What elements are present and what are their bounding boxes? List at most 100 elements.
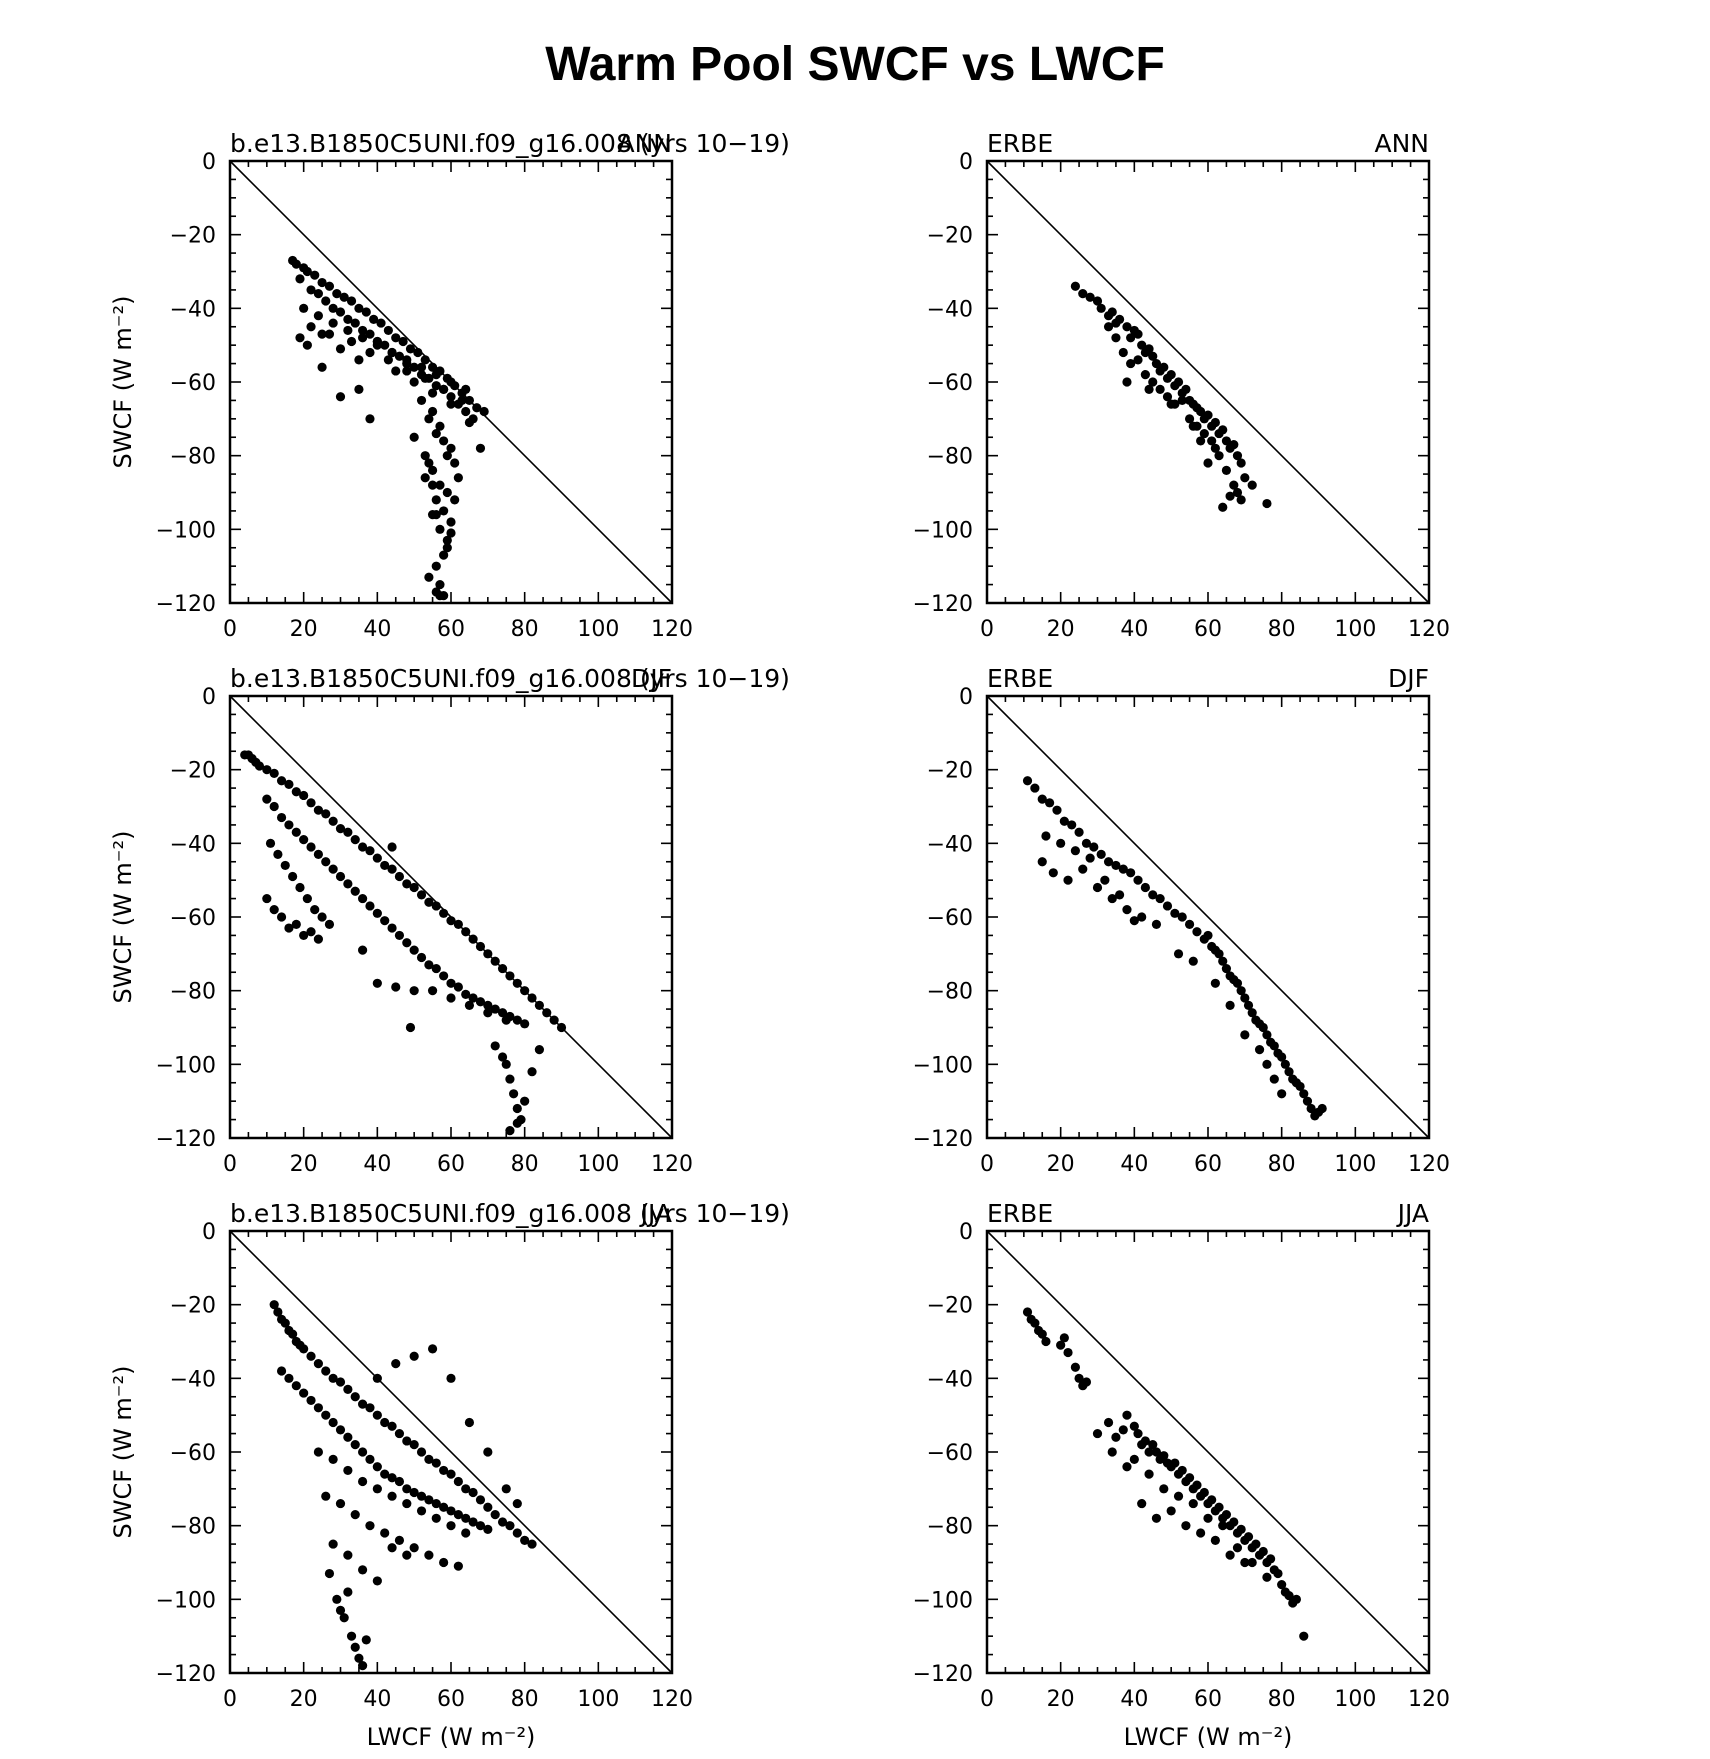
data-point	[1199, 428, 1209, 439]
y-tick-label: −40	[170, 297, 216, 322]
data-point	[416, 890, 427, 900]
y-tick-label: 0	[959, 1220, 973, 1245]
data-point	[461, 384, 471, 394]
data-point	[313, 1447, 323, 1457]
x-tick-label: 100	[577, 617, 619, 642]
data-point	[1041, 831, 1051, 841]
y-tick-label: −40	[927, 1367, 973, 1392]
data-point	[343, 827, 353, 837]
data-point	[1210, 978, 1220, 988]
x-tick-label: 120	[1408, 617, 1450, 642]
data-point	[372, 1576, 382, 1586]
panel-right-label: JJA	[639, 1199, 672, 1228]
data-point	[332, 289, 342, 299]
x-tick-label: 40	[1120, 617, 1148, 642]
data-point	[306, 1395, 316, 1406]
data-point	[1181, 384, 1191, 394]
data-point	[335, 392, 346, 402]
data-point	[409, 882, 419, 893]
data-point	[358, 1399, 368, 1409]
data-point	[464, 1417, 475, 1428]
data-point	[1122, 1410, 1132, 1420]
data-point	[372, 1410, 382, 1420]
data-point	[1240, 1557, 1250, 1568]
data-point	[446, 517, 456, 527]
data-point	[497, 1517, 508, 1527]
data-point	[265, 838, 276, 848]
y-tick-label: −120	[156, 1127, 216, 1152]
data-point	[468, 934, 478, 944]
data-point	[1111, 333, 1121, 343]
data-point	[1277, 1052, 1287, 1062]
axis-ticks	[229, 160, 673, 604]
y-tick-label: −60	[927, 1441, 973, 1466]
data-point	[490, 1041, 500, 1051]
data-point	[534, 1000, 545, 1011]
data-point	[302, 266, 312, 277]
data-point	[328, 1454, 338, 1464]
data-point	[1155, 384, 1165, 394]
y-tick-label: −60	[927, 906, 973, 931]
data-point	[1243, 1000, 1254, 1011]
data-point	[1129, 916, 1139, 926]
data-point	[416, 395, 427, 406]
data-point	[394, 1476, 405, 1487]
data-point	[1037, 857, 1047, 867]
data-point	[324, 919, 335, 929]
data-point	[394, 871, 405, 882]
y-tick-label: −100	[156, 1053, 216, 1078]
y-tick-label: −120	[156, 592, 216, 617]
y-axis-label: SWCF (W m⁻²)	[109, 831, 137, 1004]
data-point	[332, 1594, 342, 1604]
data-point	[1056, 1340, 1066, 1350]
data-point	[505, 971, 515, 981]
data-point	[512, 978, 522, 988]
x-tick-label: 60	[1194, 1687, 1222, 1712]
data-point	[1295, 1081, 1305, 1092]
y-tick-label: −80	[927, 445, 973, 470]
x-tick-label: 80	[511, 1152, 539, 1177]
data-point	[420, 473, 430, 483]
panel-left-label: ERBE	[987, 129, 1053, 158]
data-point	[453, 1561, 463, 1571]
data-point	[302, 893, 312, 904]
x-tick-label: 40	[363, 1687, 391, 1712]
data-point	[431, 509, 441, 520]
data-point	[380, 1469, 390, 1479]
panel-left-label: b.e13.B1850C5UNI.f09_g16.008 (yrs 10−19)	[230, 664, 790, 693]
data-point	[299, 303, 309, 313]
data-point	[483, 1524, 493, 1534]
data-point	[475, 443, 486, 453]
data-point	[350, 1510, 360, 1520]
data-point	[1159, 362, 1169, 372]
data-point	[380, 860, 390, 871]
data-point	[1045, 798, 1055, 808]
data-point	[1048, 868, 1058, 878]
data-point	[1103, 857, 1114, 867]
data-point	[365, 1403, 375, 1413]
data-point	[383, 355, 393, 365]
data-point	[442, 451, 452, 461]
data-point	[534, 1045, 545, 1055]
data-point	[1126, 358, 1136, 369]
data-point	[1221, 436, 1232, 446]
panel-right-label: ANN	[617, 129, 672, 158]
data-point	[1074, 827, 1084, 837]
data-point	[1207, 1495, 1217, 1505]
data-point	[420, 355, 430, 365]
data-point	[402, 938, 412, 948]
data-point	[446, 1469, 456, 1479]
data-point	[1078, 864, 1088, 874]
y-tick-label: −120	[913, 1662, 973, 1687]
data-point	[1037, 794, 1047, 804]
data-point	[453, 473, 463, 483]
data-point	[1240, 1030, 1250, 1040]
data-point	[413, 347, 423, 358]
x-tick-label: 0	[980, 617, 994, 642]
data-point	[483, 1502, 493, 1512]
data-point	[424, 414, 434, 424]
data-point	[324, 281, 335, 291]
x-tick-label: 80	[1268, 1687, 1296, 1712]
data-point	[1196, 1528, 1206, 1538]
data-point	[1196, 406, 1206, 417]
